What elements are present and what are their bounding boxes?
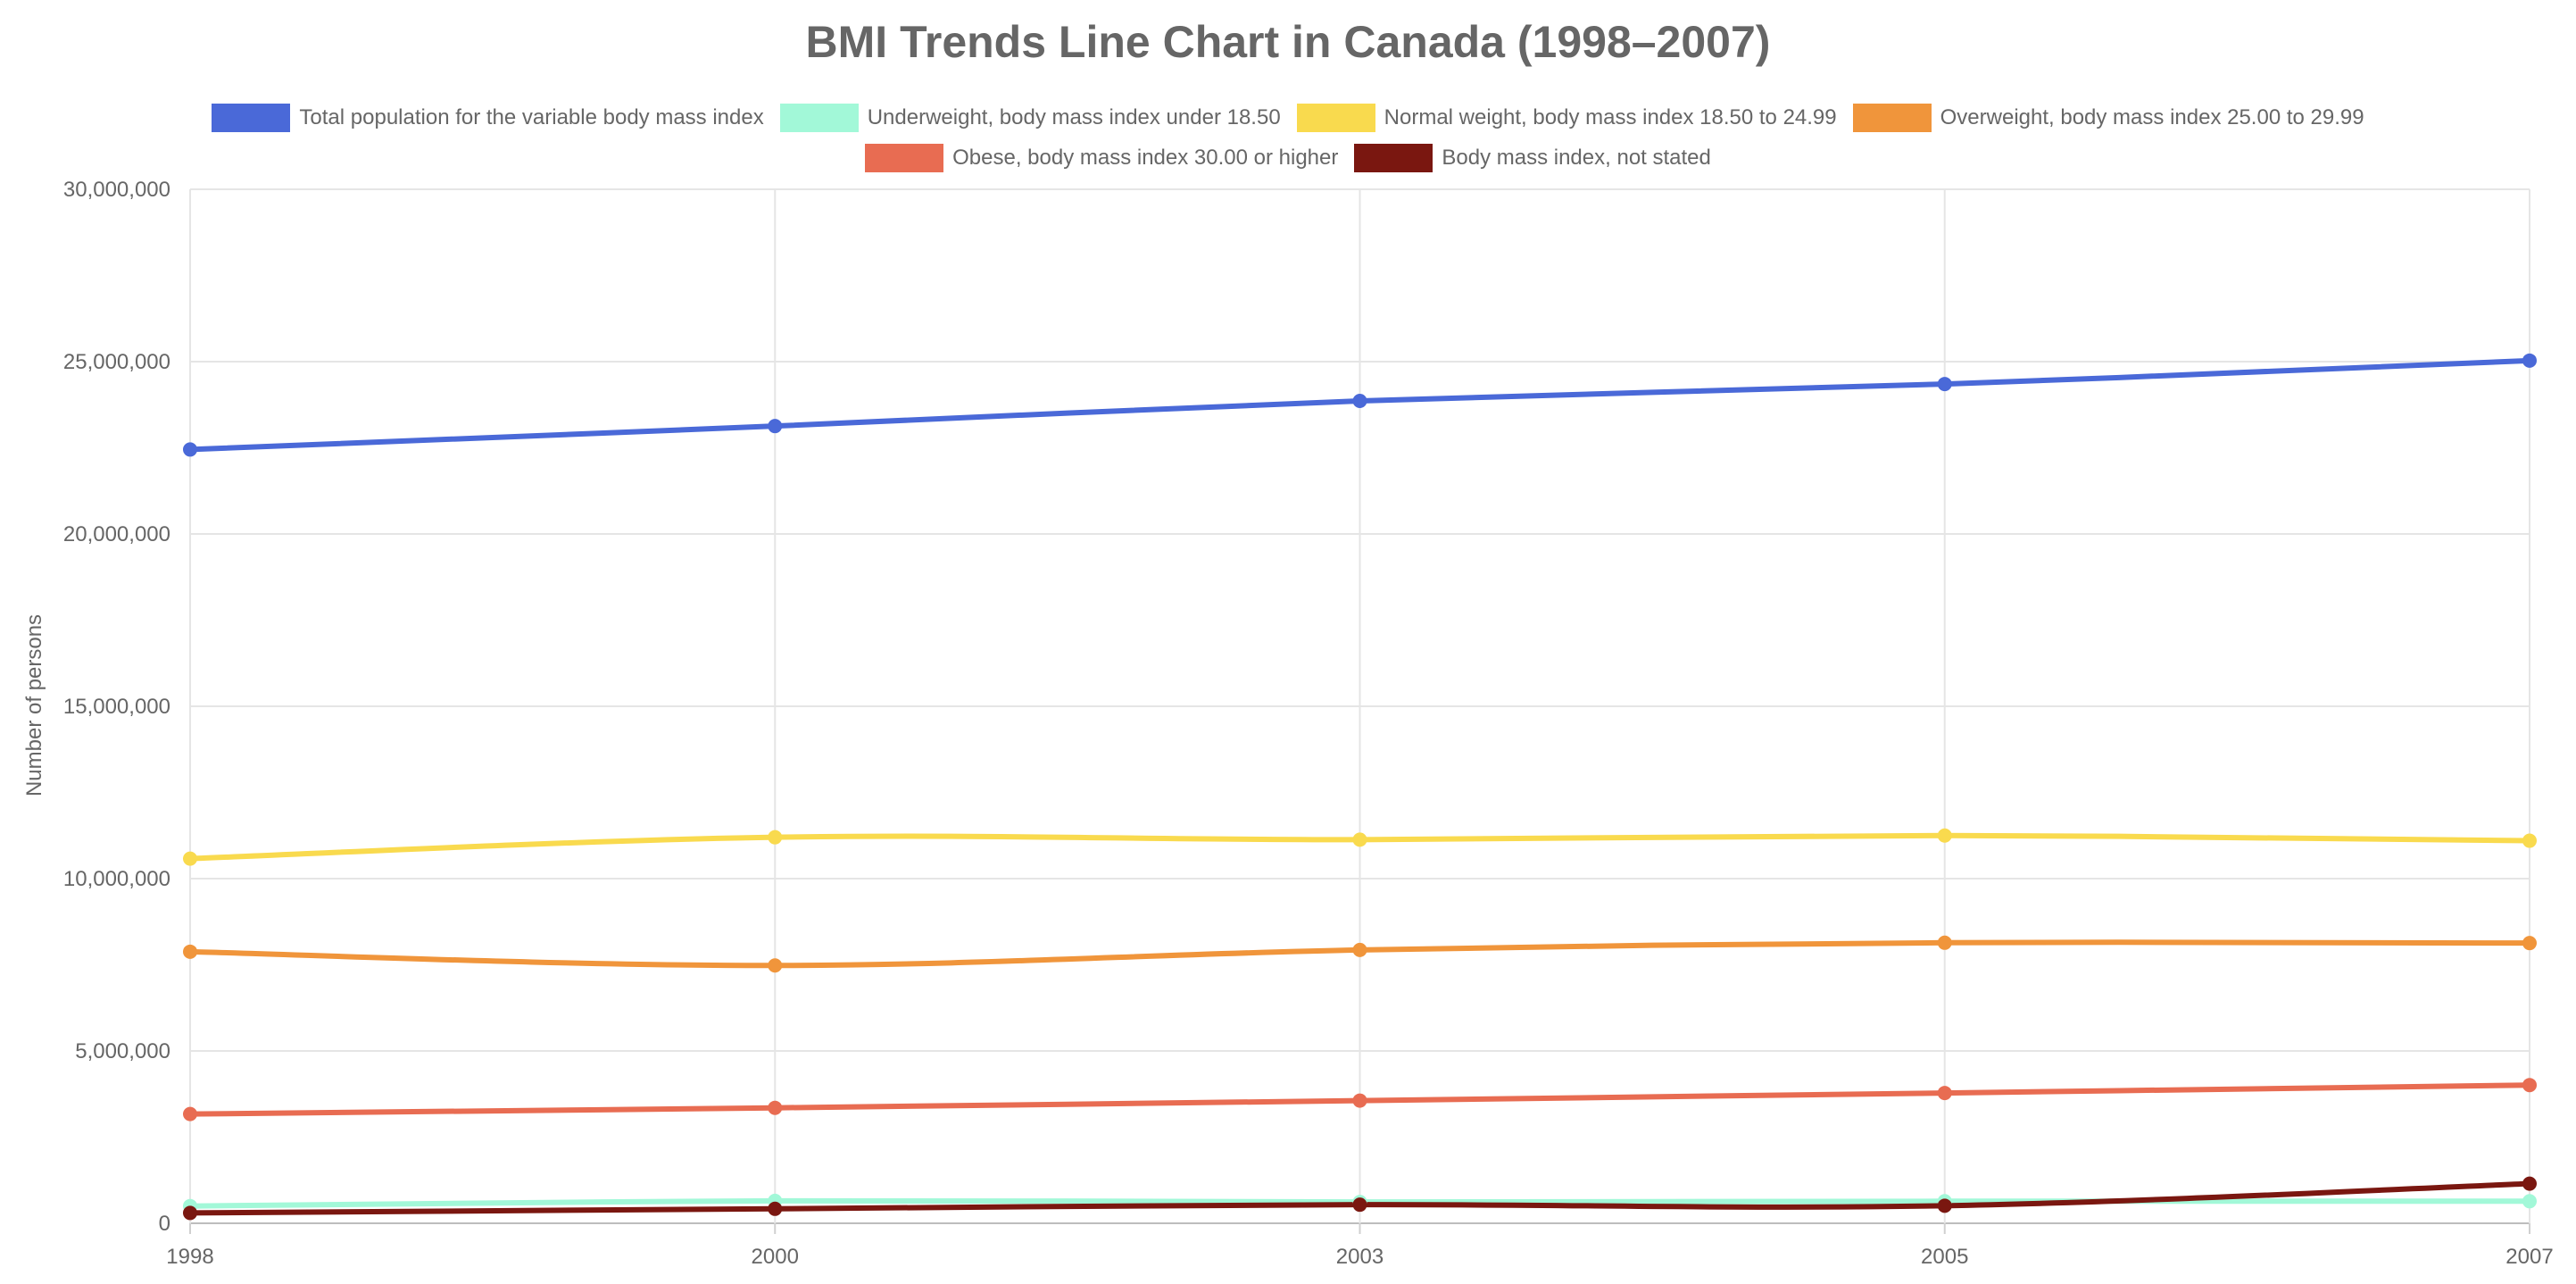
y-tick-label: 20,000,000 — [63, 522, 170, 546]
data-point-1 — [2522, 1194, 2537, 1209]
legend-item-obese[interactable]: Obese, body mass index 30.00 or higher — [865, 144, 1338, 172]
y-tick-label: 15,000,000 — [63, 695, 170, 719]
data-point-4 — [768, 1100, 783, 1115]
legend-label: Obese, body mass index 30.00 or higher — [952, 146, 1339, 170]
legend-row: Total population for the variable body m… — [0, 104, 2576, 132]
data-point-3 — [2522, 936, 2537, 951]
legend-swatch — [1852, 104, 1932, 132]
y-tick-label: 30,000,000 — [63, 178, 170, 202]
data-point-4 — [1352, 1093, 1367, 1108]
data-point-4 — [1937, 1086, 1952, 1101]
legend-label: Underweight, body mass index under 18.50 — [867, 105, 1281, 129]
y-axis-title: Number of persons — [22, 614, 46, 796]
legend-item-total[interactable]: Total population for the variable body m… — [212, 104, 764, 132]
legend-item-not-stated[interactable]: Body mass index, not stated — [1354, 144, 1711, 172]
legend-label: Overweight, body mass index 25.00 to 29.… — [1940, 105, 2364, 129]
data-point-5 — [1352, 1197, 1367, 1213]
y-tick-label: 25,000,000 — [63, 350, 170, 374]
legend-swatch — [865, 144, 944, 172]
axes: 0 5,000,000 10,000,000 15,000,000 20,000,000… — [63, 178, 2554, 1269]
data-point-2 — [1352, 832, 1367, 847]
data-point-2 — [183, 851, 197, 866]
data-point-0 — [1352, 394, 1367, 409]
data-point-0 — [183, 442, 197, 457]
data-point-3 — [768, 958, 783, 973]
y-tick-label: 10,000,000 — [63, 867, 170, 891]
legend-item-overweight[interactable]: Overweight, body mass index 25.00 to 29.… — [1852, 104, 2364, 132]
data-point-2 — [768, 830, 783, 845]
x-tick-label: 1998 — [166, 1245, 213, 1269]
x-tick-label: 2000 — [752, 1245, 799, 1269]
data-point-0 — [2522, 353, 2537, 368]
y-tick-label: 0 — [159, 1212, 170, 1236]
x-tick-label: 2007 — [2505, 1245, 2553, 1269]
legend-swatch — [779, 104, 859, 132]
data-point-4 — [183, 1106, 197, 1121]
legend-item-underweight[interactable]: Underweight, body mass index under 18.50 — [779, 104, 1281, 132]
data-point-5 — [183, 1205, 197, 1221]
data-point-3 — [1937, 935, 1952, 950]
gridlines — [189, 188, 2530, 1234]
data-point-0 — [1937, 377, 1952, 392]
legend-label: Body mass index, not stated — [1442, 146, 1711, 170]
data-point-4 — [2522, 1078, 2537, 1093]
legend-swatch — [1296, 104, 1375, 132]
data-point-3 — [183, 944, 197, 959]
data-point-5 — [1937, 1198, 1952, 1213]
legend-label: Total population for the variable body m… — [299, 105, 764, 129]
data-points — [183, 353, 2537, 1221]
legend-item-normal[interactable]: Normal weight, body mass index 18.50 to … — [1296, 104, 1837, 132]
data-point-5 — [768, 1201, 783, 1216]
legend-swatch — [212, 104, 291, 132]
data-point-2 — [2522, 833, 2537, 848]
chart-title: BMI Trends Line Chart in Canada (1998–20… — [805, 17, 1771, 67]
data-point-2 — [1937, 828, 1952, 843]
legend-label: Normal weight, body mass index 18.50 to … — [1384, 105, 1837, 129]
data-point-5 — [2522, 1176, 2537, 1191]
legend-swatch — [1354, 144, 1433, 172]
data-point-0 — [768, 419, 783, 434]
x-tick-label: 2005 — [1921, 1245, 1968, 1269]
data-point-3 — [1352, 942, 1367, 957]
legend-row: Obese, body mass index 30.00 or higher B… — [0, 144, 2576, 172]
y-tick-label: 5,000,000 — [75, 1039, 170, 1063]
x-tick-label: 2003 — [1336, 1245, 1384, 1269]
